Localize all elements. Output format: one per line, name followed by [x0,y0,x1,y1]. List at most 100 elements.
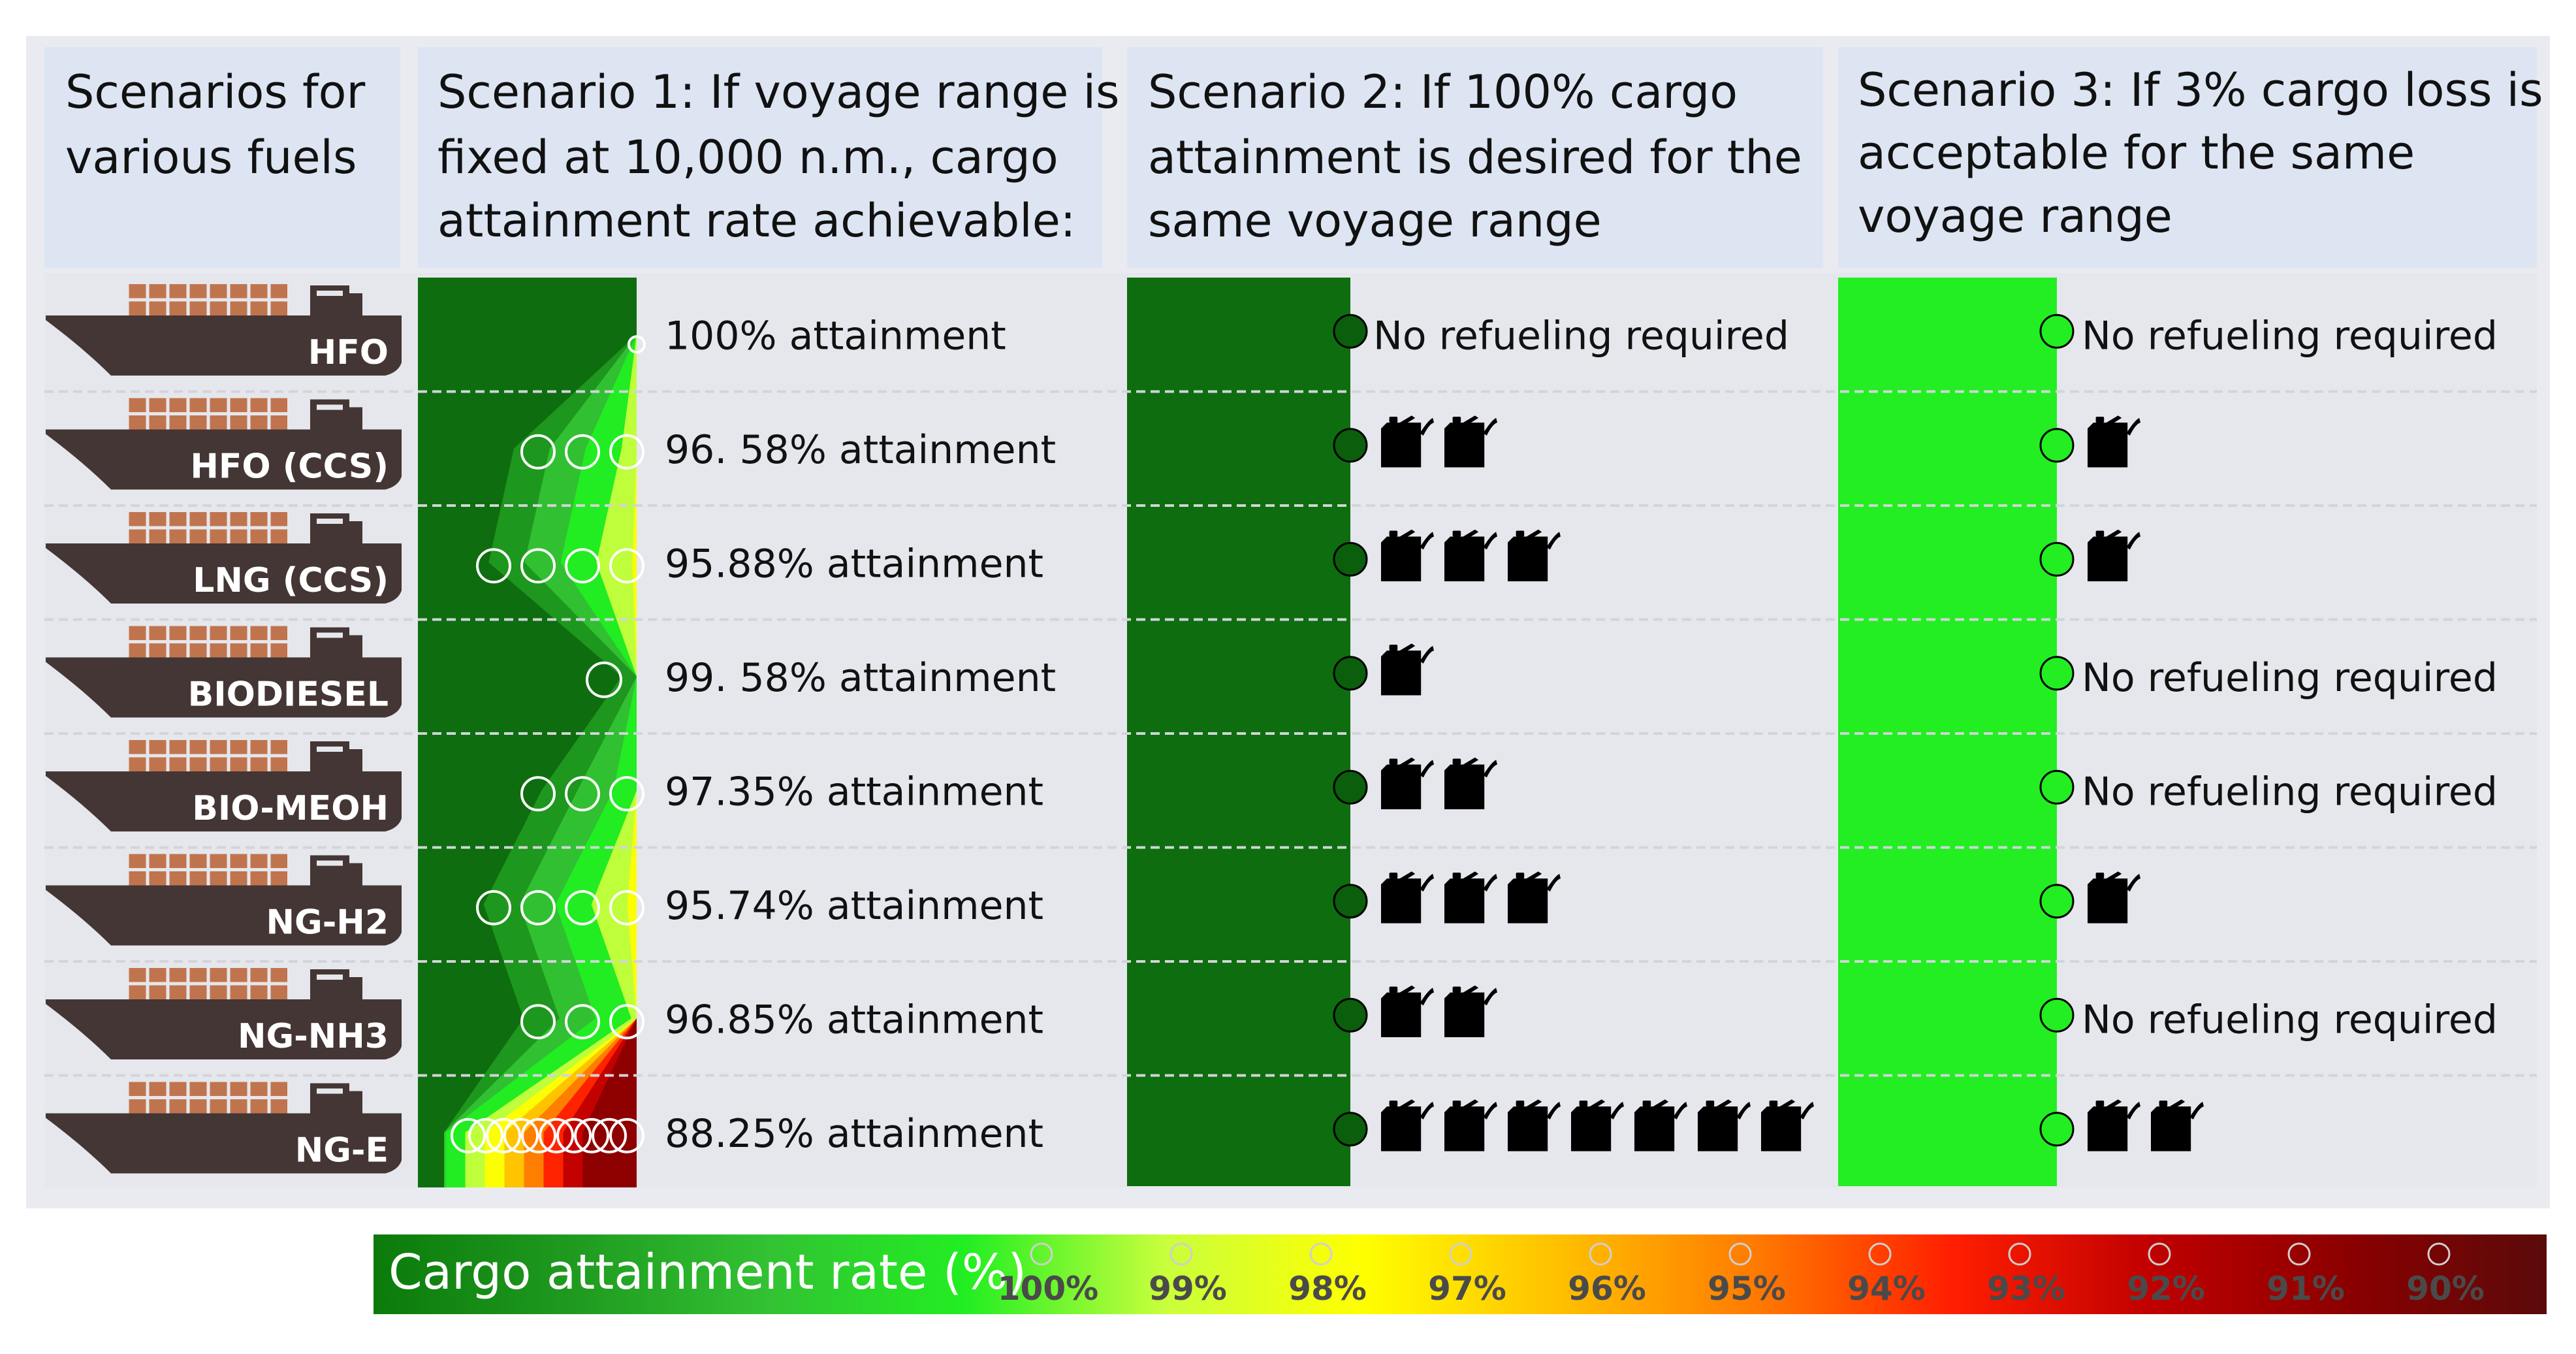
refuel-status-label: No refueling required [2082,655,2498,701]
attainment-label: 100% attainment [665,313,1006,359]
table-row: NG-NH3 96.85% attainment No refueling requ… [44,960,2537,1059]
circle-marker-icon [468,1118,503,1153]
circle-marker-icon [1333,541,1368,577]
fuel-name: BIO-MEOH [192,789,389,828]
attainment-contour-level-3 [445,278,637,1187]
attainment-contour-level-10 [582,278,637,1187]
legend-tick-label: 94% [1847,1270,1926,1308]
fuel-name: HFO (CCS) [190,447,389,487]
circle-marker-icon [1728,1242,1752,1266]
refuel-status-label: No refueling required [2082,997,2498,1042]
legend-tick-label: 91% [2266,1270,2345,1308]
container-ship-icon: BIODIESEL [46,626,402,718]
fuel-name: NG-E [295,1131,389,1170]
attainment-label: 97.35% attainment [665,769,1043,814]
circle-marker-icon [2039,1112,2075,1147]
circle-marker-icon [1868,1242,1892,1266]
container-ship-icon: NG-E [46,1082,402,1174]
circle-marker-icon [451,1118,486,1153]
circle-marker-icon [574,1118,609,1153]
container-ship-icon: HFO (CCS) [46,398,402,490]
attainment-label: 88.25% attainment [665,1111,1043,1157]
circle-marker-icon [609,1004,644,1040]
circle-marker-icon [1169,1242,1193,1266]
legend-color-bar [374,1234,2547,1314]
scenario-3-band [1838,278,2057,1186]
circle-marker-icon [586,661,622,698]
circle-marker-icon [609,890,644,926]
circle-marker-icon [520,890,556,926]
legend-tick-label: 92% [2127,1270,2205,1308]
circle-marker-icon [520,434,556,470]
fuel-name: NG-H2 [266,903,389,943]
circle-marker-icon [2427,1242,2451,1266]
table-row: BIODIESEL 99. 58% attainment No refueling … [44,618,2537,718]
legend-tick-label: 96% [1568,1270,1646,1308]
legend-tick-label: 95% [1708,1270,1786,1308]
header-scenario-3-title: Scenario 3: If 3% cargo loss is acceptab… [1858,63,2558,243]
circle-marker-icon [1333,656,1368,691]
header-row: Scenarios for various fuels Scenario 1: … [44,47,2558,268]
circle-marker-icon [1333,997,1368,1033]
circle-marker-icon [565,890,600,926]
attainment-label: 95.88% attainment [665,541,1043,587]
header-cell-scenario-3 [1838,47,2537,268]
circle-marker-icon [503,1118,539,1153]
circle-marker-icon [1333,314,1368,349]
header-scenario-2-title: Scenario 2: If 100% cargo attainment is … [1148,65,1817,248]
circle-marker-icon [476,548,511,584]
legend-tick-label: 90% [2406,1270,2485,1308]
circle-marker-icon [565,434,600,470]
circle-marker-icon [2039,884,2075,919]
circle-marker-icon [520,776,556,812]
circle-marker-icon [2039,656,2075,691]
fuel-name: BIODIESEL [188,675,389,715]
fuel-name: LNG (CCS) [193,561,389,600]
header-fuels-title: Scenarios for various fuels [65,65,380,184]
circle-marker-icon [565,548,600,584]
legend-tick-label: 97% [1428,1270,1506,1308]
container-ship-icon: BIO-MEOH [46,740,402,831]
circle-marker-icon [521,1118,556,1153]
legend-tick-label: 99% [1149,1270,1227,1308]
circle-marker-icon [1333,1112,1368,1147]
attainment-label: 99. 58% attainment [665,655,1056,701]
circle-marker-icon [1333,769,1368,805]
legend-title: Cargo attainment rate (%) [389,1244,1026,1300]
circle-marker-icon [2039,428,2075,463]
circle-marker-icon [2039,541,2075,577]
container-ship-icon: NG-NH3 [46,968,402,1059]
header-cell-scenario-2 [1127,47,1823,268]
circle-marker-icon [2287,1242,2311,1266]
table-row: HFO 100% attainment No refueling required N… [46,284,2498,376]
circle-marker-icon [1333,884,1368,919]
circle-marker-icon [609,548,644,584]
circle-marker-icon [2008,1242,2031,1266]
circle-marker-icon [520,1004,556,1040]
attainment-label: 96. 58% attainment [665,427,1056,473]
circle-marker-icon [609,776,644,812]
circle-marker-icon [486,1118,521,1153]
fuel-name: NG-NH3 [238,1017,389,1056]
attainment-label: 96.85% attainment [665,997,1043,1042]
circle-marker-icon [520,548,556,584]
table-row: HFO (CCS) 96. 58% attainment [44,390,2537,490]
table-row: NG-H2 95.74% attainment [44,846,2537,946]
table-row: BIO-MEOH 97.35% attainment No refueling re… [44,732,2537,831]
circle-marker-icon [539,1118,574,1153]
circle-marker-icon [2039,769,2075,805]
fuel-name: HFO [308,333,389,372]
header-scenario-1-title: Scenario 1: If voyage range is fixed at … [437,65,1134,248]
header-cell-fuels [44,47,400,268]
circle-marker-icon [1030,1242,1053,1266]
circle-marker-icon [2039,997,2075,1033]
container-ship-icon: LNG (CCS) [46,512,402,604]
circle-marker-icon [609,1118,644,1153]
circle-marker-icon [556,1118,592,1153]
circle-marker-icon [1333,428,1368,463]
refuel-status-label: No refueling required [2082,313,2498,359]
circle-marker-icon [2039,314,2075,349]
circle-marker-icon [2148,1242,2171,1266]
refuel-status-label: No refueling required [2082,769,2498,814]
